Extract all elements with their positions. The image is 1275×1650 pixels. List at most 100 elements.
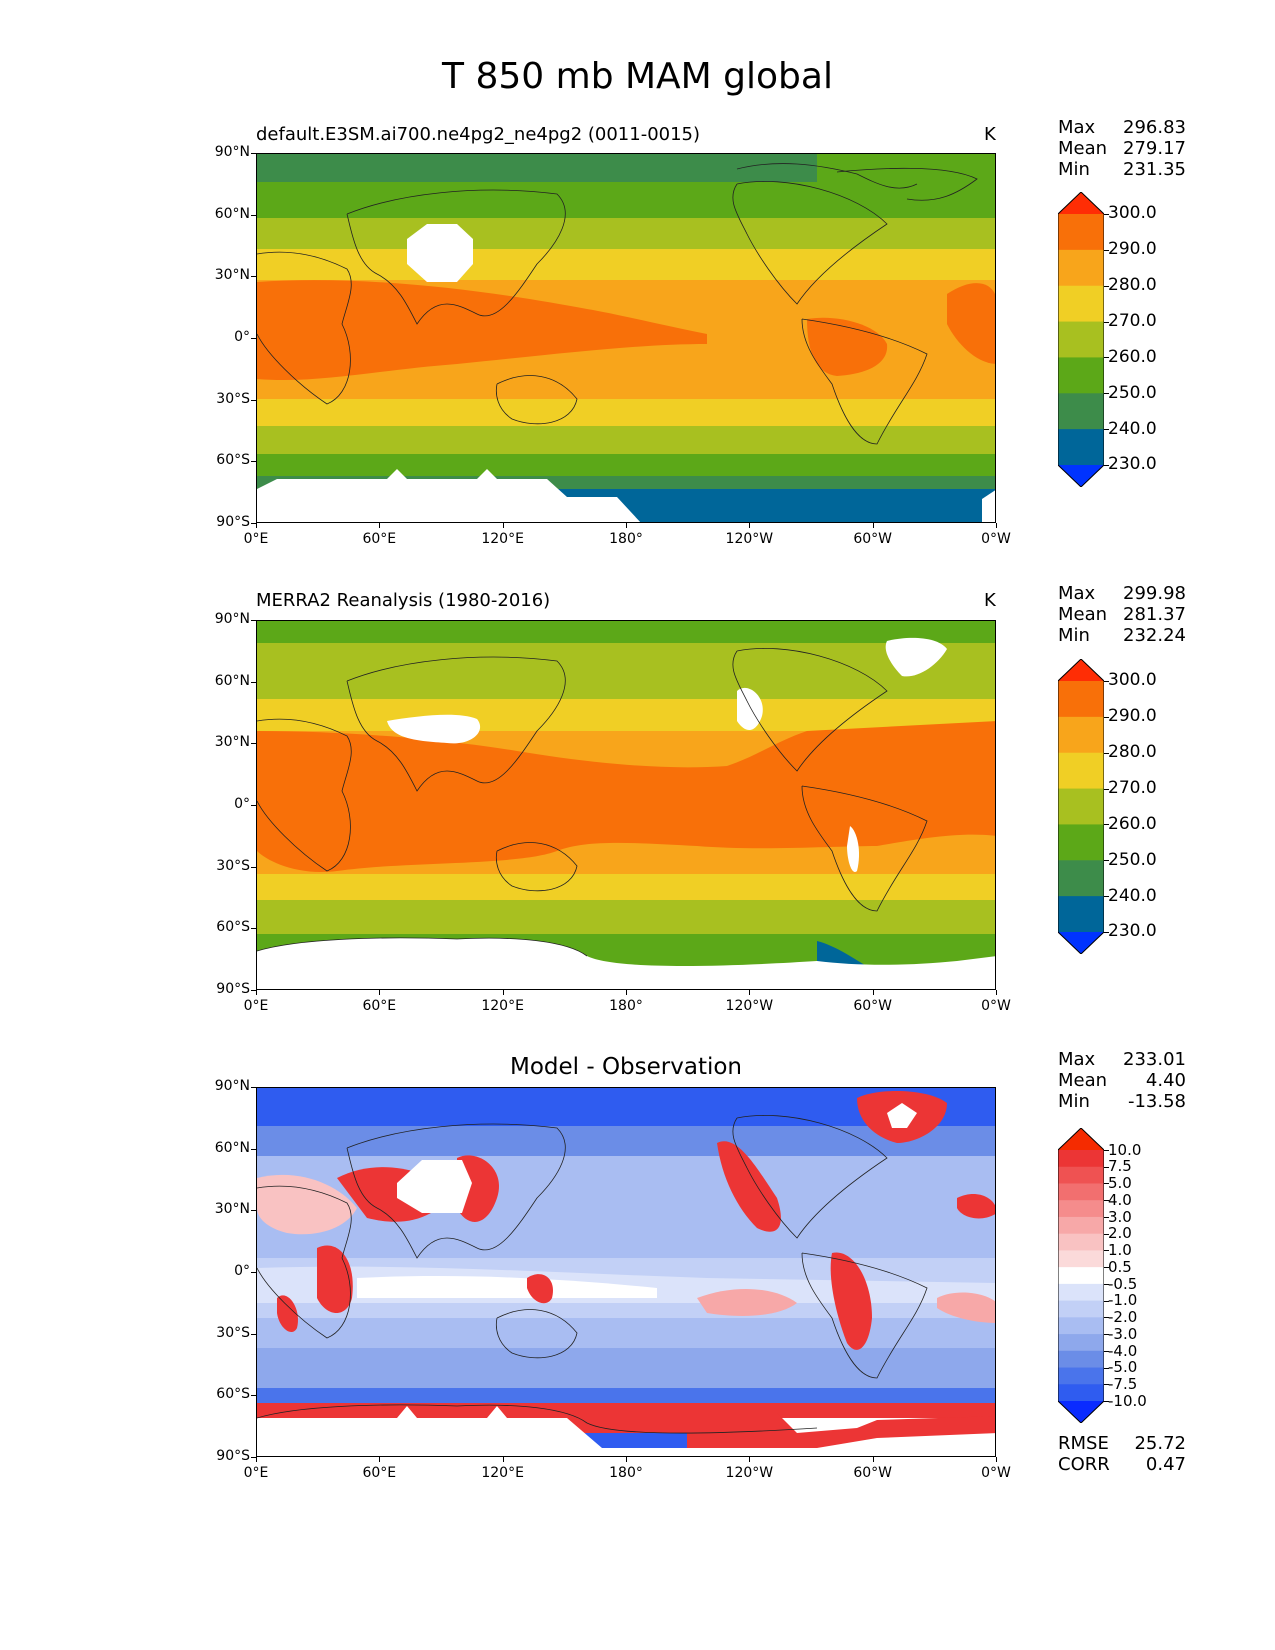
anomaly — [697, 1288, 797, 1316]
colorbar-tick — [1104, 1150, 1109, 1151]
colorbar-label: -1.0 — [1108, 1291, 1138, 1310]
colorbar-tick — [1104, 249, 1109, 251]
warm-region — [947, 283, 995, 364]
colorbar-segment — [1058, 1200, 1104, 1218]
colorbar — [1058, 659, 1104, 954]
y-tick-label: 60°S — [216, 1386, 250, 1403]
colorbar-label: -0.5 — [1108, 1274, 1138, 1293]
colorbar-label: 300.0 — [1108, 203, 1157, 224]
x-tick-label: 120°W — [725, 998, 774, 1014]
colorbar-tick — [1104, 357, 1109, 359]
y-tick — [251, 214, 256, 216]
colorbar-tick — [1104, 1384, 1109, 1386]
y-tick — [251, 1395, 256, 1397]
colorbar-label: 290.0 — [1108, 706, 1157, 727]
colorbar-tick — [1104, 1317, 1109, 1319]
x-tick-label: 0°W — [981, 1465, 1011, 1481]
colorbar-segment — [1058, 1384, 1104, 1402]
warm-region — [257, 721, 995, 872]
coastlines — [257, 163, 978, 445]
panel3-stats: Max 233.01 Mean 4.40 Min -13.58 — [1058, 1049, 1186, 1112]
panel1-stats: Max 296.83 Mean 279.17 Min 231.35 — [1058, 117, 1186, 180]
band — [257, 399, 995, 429]
x-tick — [256, 1457, 257, 1462]
colorbar-segment — [1058, 788, 1104, 825]
x-tick-label: 120°E — [481, 998, 524, 1014]
x-tick — [502, 1457, 504, 1462]
y-tick — [251, 523, 256, 524]
colorbar-tick — [1104, 1250, 1109, 1252]
y-tick — [251, 338, 256, 339]
colorbar-tick — [1104, 465, 1109, 466]
colorbar-tick — [1104, 1216, 1109, 1218]
y-tick — [251, 153, 256, 154]
y-tick-label: 30°S — [216, 1324, 250, 1341]
y-tick-label: 90°S — [216, 514, 250, 530]
x-tick — [872, 1457, 874, 1462]
missing-greenland — [887, 1103, 917, 1128]
y-tick-label: 60°N — [214, 1139, 250, 1156]
colorbar-segment — [1058, 321, 1104, 358]
missing-tibet — [407, 224, 473, 282]
y-tick — [251, 743, 256, 745]
panel1-map-svg — [257, 154, 995, 522]
x-tick-label: 0°W — [981, 531, 1011, 547]
x-tick-label: 120°W — [725, 1465, 774, 1481]
colorbar-label: -10.0 — [1108, 1391, 1147, 1410]
colorbar-extend-min — [1058, 932, 1104, 954]
x-tick-label: 60°W — [853, 1465, 892, 1481]
x-tick — [996, 1457, 997, 1462]
y-tick-label: 0° — [234, 329, 250, 345]
y-tick-label: 30°N — [214, 267, 250, 284]
colorbar-extend-min — [1058, 1401, 1104, 1423]
missing-andes — [847, 826, 860, 872]
colorbar-tick — [1104, 752, 1109, 754]
x-tick — [749, 990, 751, 995]
colorbar-tick — [1104, 393, 1109, 395]
colorbar-label: -4.0 — [1108, 1341, 1138, 1360]
y-tick — [251, 1457, 256, 1458]
colorbar-tick — [1104, 1350, 1109, 1352]
colorbar-label: 240.0 — [1108, 885, 1157, 906]
anomaly — [717, 1141, 781, 1232]
colorbar-tick — [1104, 681, 1109, 682]
y-tick-label: 90°S — [216, 1448, 250, 1464]
colorbar-label: 4.0 — [1108, 1190, 1132, 1209]
y-tick-label: 30°N — [214, 734, 250, 751]
coastlines — [257, 648, 928, 957]
y-tick — [251, 276, 256, 278]
x-tick-label: 120°E — [481, 531, 524, 547]
y-tick — [251, 866, 256, 868]
missing-antarctica — [257, 469, 641, 522]
colorbar-tick — [1104, 429, 1109, 431]
colorbar-tick — [1104, 285, 1109, 287]
colorbar-segment — [1058, 1150, 1104, 1168]
colorbar-segment — [1058, 1233, 1104, 1251]
x-tick — [872, 523, 874, 528]
colorbar-label: -7.5 — [1108, 1374, 1138, 1393]
stat-max-value: 299.98 — [1123, 583, 1186, 604]
stat-label: Mean — [1058, 604, 1108, 625]
x-tick — [379, 1457, 381, 1462]
colorbar-tick — [1104, 896, 1109, 898]
colorbar-tick — [1104, 1334, 1109, 1336]
colorbar-label: 3.0 — [1108, 1207, 1132, 1226]
anomaly — [687, 1413, 995, 1448]
y-tick — [251, 461, 256, 463]
anomaly — [527, 1274, 553, 1304]
y-tick-label: 90°N — [214, 144, 250, 160]
y-tick-label: 60°S — [216, 919, 250, 936]
x-tick — [996, 523, 997, 528]
colorbar-tick — [1104, 1401, 1109, 1402]
panel3-map-svg — [257, 1088, 995, 1456]
panel2-units: K — [984, 590, 996, 611]
colorbar-label: 230.0 — [1108, 921, 1157, 942]
panel2-map-svg — [257, 621, 995, 989]
warm-region — [257, 280, 707, 381]
colorbar-segment — [1058, 1250, 1104, 1268]
colorbar-label: -3.0 — [1108, 1324, 1138, 1343]
colorbar-extend-max — [1058, 1128, 1104, 1150]
x-tick — [872, 990, 874, 995]
colorbar-tick — [1104, 1183, 1109, 1185]
colorbar — [1058, 192, 1104, 487]
